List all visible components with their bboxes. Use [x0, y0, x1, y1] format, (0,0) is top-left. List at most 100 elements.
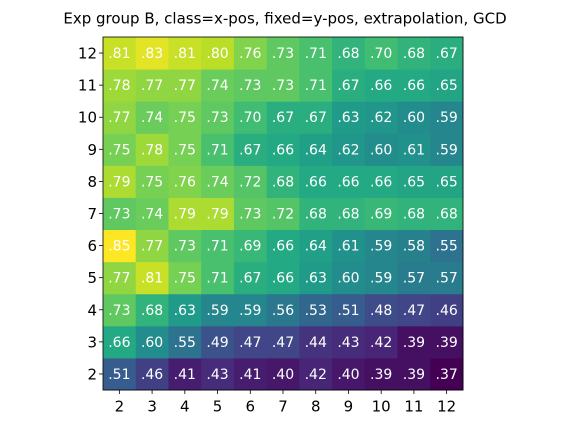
- cell-label: .73: [206, 110, 228, 126]
- heatmap-cell: [135, 197, 169, 231]
- cell-label: .74: [206, 78, 228, 94]
- heatmap-cell: [430, 261, 464, 295]
- heatmap-cell: [135, 37, 169, 70]
- heatmap-cell: [168, 197, 202, 231]
- heatmap-cell: [135, 133, 169, 166]
- cell-label: .71: [206, 239, 228, 255]
- cell-label: .66: [403, 78, 425, 94]
- heatmap-cell: [168, 165, 202, 198]
- heatmap-cell: [168, 261, 202, 295]
- cell-label: .39: [403, 335, 425, 351]
- heatmap-cell: [397, 357, 431, 391]
- cell-label: .79: [174, 207, 196, 223]
- heatmap-cell: [430, 325, 464, 359]
- cell-label: .73: [108, 303, 130, 319]
- heatmap-cell: [364, 357, 399, 391]
- heatmap-cell: [135, 325, 169, 359]
- heatmap-cell: [103, 261, 137, 295]
- heatmap-cell: [332, 261, 366, 295]
- x-tick-label: 11: [404, 398, 423, 416]
- y-tick-label: 4: [87, 301, 97, 319]
- heatmap-cell: [233, 261, 268, 295]
- heatmap-cell: [233, 357, 268, 391]
- heatmap-cell: [299, 261, 333, 295]
- cell-label: .68: [403, 207, 425, 223]
- heatmap-cell: [135, 229, 169, 263]
- heatmap-cell: [332, 101, 366, 134]
- heatmap-cell: [364, 165, 399, 198]
- heatmap-cell: [266, 357, 300, 391]
- cell-label: .73: [174, 239, 196, 255]
- heatmap-cell: [233, 37, 268, 70]
- heatmap-cell: [332, 133, 366, 166]
- heatmap-cell: [364, 325, 399, 359]
- heatmap-cell: [168, 133, 202, 166]
- cell-label: .75: [141, 174, 163, 190]
- heatmap-cell: [332, 357, 366, 391]
- cell-label: .67: [239, 271, 261, 287]
- cell-label: .63: [305, 271, 327, 287]
- x-tick-label: 8: [311, 398, 321, 416]
- heatmap-cell: [430, 357, 464, 391]
- cell-label: .85: [108, 239, 130, 255]
- cell-label: .59: [370, 271, 392, 287]
- cell-label: .75: [174, 110, 196, 126]
- heatmap-cell: [201, 69, 235, 102]
- y-tick-label: 3: [87, 333, 97, 351]
- cell-label: .59: [370, 239, 392, 255]
- heatmap-cell: [168, 325, 202, 359]
- cell-label: .71: [305, 78, 327, 94]
- cell-label: .65: [436, 174, 458, 190]
- cell-label: .67: [337, 78, 359, 94]
- heatmap-cell: [332, 69, 366, 102]
- cell-label: .43: [337, 335, 359, 351]
- heatmap-cell: [397, 133, 431, 166]
- chart-title: Exp group B, class=x-pos, fixed=y-pos, e…: [63, 10, 506, 28]
- cell-label: .74: [206, 174, 228, 190]
- cell-label: .73: [239, 78, 261, 94]
- heatmap-cell: [103, 197, 137, 231]
- cell-label: .77: [141, 78, 163, 94]
- cell-label: .59: [436, 142, 458, 158]
- heatmap-cell: [430, 101, 464, 134]
- y-tick-label: 12: [78, 45, 97, 63]
- cell-label: .80: [206, 46, 228, 62]
- heatmap-cell: [201, 325, 235, 359]
- cell-label: .60: [403, 110, 425, 126]
- cell-label: .62: [337, 142, 359, 158]
- cell-label: .39: [436, 335, 458, 351]
- cell-label: .70: [239, 110, 261, 126]
- heatmap-cell: [233, 69, 268, 102]
- cell-label: .42: [305, 367, 327, 383]
- cell-label: .55: [436, 239, 458, 255]
- heatmap-cell: [103, 101, 137, 134]
- heatmap-cell: [233, 133, 268, 166]
- heatmap-cell: [201, 37, 235, 70]
- cell-label: .61: [403, 142, 425, 158]
- y-tick-label: 6: [87, 237, 97, 255]
- heatmap-cell: [364, 261, 399, 295]
- heatmap-cell: [430, 165, 464, 198]
- heatmap-cell: [364, 37, 399, 70]
- y-tick-label: 10: [78, 109, 97, 127]
- heatmap-cell: [266, 229, 300, 263]
- cell-label: .51: [108, 367, 130, 383]
- cell-label: .47: [239, 335, 261, 351]
- cell-label: .51: [337, 303, 359, 319]
- cell-label: .68: [403, 46, 425, 62]
- heatmap-cell: [201, 229, 235, 263]
- cell-label: .65: [403, 174, 425, 190]
- heatmap-cell: [299, 325, 333, 359]
- heatmap-cell: [233, 325, 268, 359]
- heatmap-cell: [135, 357, 169, 391]
- cell-label: .69: [370, 207, 392, 223]
- cell-label: .71: [206, 142, 228, 158]
- cell-label: .56: [272, 303, 294, 319]
- cell-label: .59: [436, 110, 458, 126]
- cell-label: .81: [174, 46, 196, 62]
- heatmap-cell: [299, 229, 333, 263]
- heatmap-cell: [103, 165, 137, 198]
- cell-label: .66: [108, 335, 130, 351]
- heatmap-cell: [266, 261, 300, 295]
- x-tick-label: 9: [344, 398, 354, 416]
